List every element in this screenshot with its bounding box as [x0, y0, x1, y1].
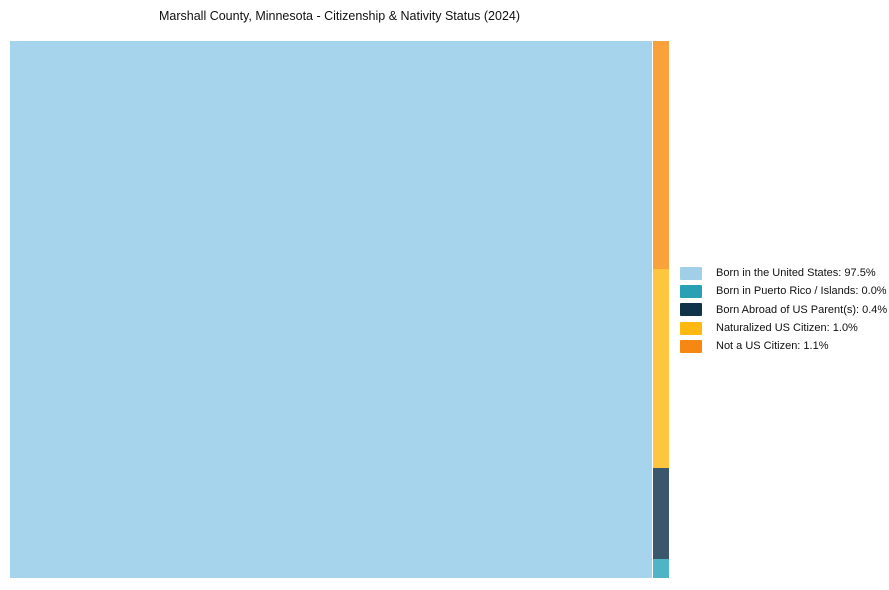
legend-item-puerto-rico: Born in Puerto Rico / Islands: 0.0%: [680, 282, 887, 300]
treemap-plot: [10, 41, 669, 578]
treemap-block-naturalized-citizen: [653, 269, 669, 468]
treemap-block-born-in-us: [10, 41, 652, 578]
legend-item-born-abroad: Born Abroad of US Parent(s): 0.4%: [680, 301, 887, 319]
legend-label: Born Abroad of US Parent(s): 0.4%: [716, 303, 888, 316]
legend-swatch-born-abroad: [680, 303, 702, 317]
treemap-block-born-abroad: [653, 468, 669, 559]
legend-label: Born in Puerto Rico / Islands: 0.0%: [716, 285, 887, 298]
treemap-block-puerto-rico: [653, 559, 669, 578]
legend: Born in the United States: 97.5% Born in…: [680, 264, 887, 355]
legend-label: Naturalized US Citizen: 1.0%: [716, 322, 858, 335]
legend-swatch-not-citizen: [680, 339, 702, 353]
legend-swatch-puerto-rico: [680, 284, 702, 298]
chart-title: Marshall County, Minnesota - Citizenship…: [158, 9, 521, 23]
legend-item-naturalized: Naturalized US Citizen: 1.0%: [680, 319, 887, 337]
legend-item-born-in-us: Born in the United States: 97.5%: [680, 264, 887, 282]
legend-item-not-citizen: Not a US Citizen: 1.1%: [680, 337, 887, 355]
treemap-strip: [653, 41, 669, 578]
legend-label: Born in the United States: 97.5%: [716, 267, 876, 280]
legend-swatch-naturalized: [680, 321, 702, 335]
legend-label: Not a US Citizen: 1.1%: [716, 340, 829, 353]
treemap-block-not-us-citizen: [653, 41, 669, 269]
legend-swatch-born-in-us: [680, 266, 702, 280]
